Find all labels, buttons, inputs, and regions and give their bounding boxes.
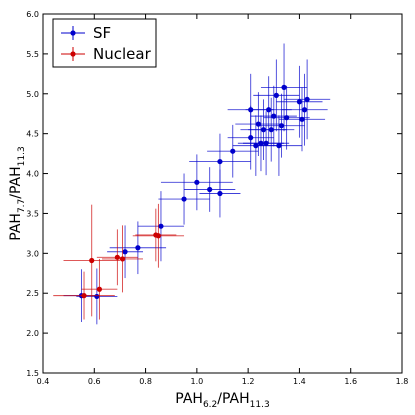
data-point [268, 127, 274, 133]
y-tick-label: 5.5 [26, 50, 39, 59]
data-point-group [253, 59, 300, 132]
y-tick-label: 5.0 [26, 90, 39, 99]
data-point [94, 293, 100, 300]
plot-frame [42, 13, 403, 374]
x-axis-label-sub2: 11.3 [250, 400, 270, 410]
x-tick-label: 1.2 [242, 377, 255, 386]
x-tick-label: 0.4 [37, 377, 50, 386]
legend-marker [70, 30, 76, 36]
data-point-group [184, 167, 236, 212]
data-point [281, 84, 287, 90]
x-axis-label: PAH6.2/PAH11.3 [175, 391, 269, 410]
data-point-group [81, 258, 118, 320]
data-point [217, 190, 223, 197]
data-point [135, 245, 141, 251]
data-point-group [189, 133, 251, 190]
x-tick-label: 0.6 [88, 377, 101, 386]
data-point [278, 123, 285, 129]
legend-box [52, 18, 157, 68]
data-point [304, 96, 310, 102]
data-point-group [284, 59, 331, 140]
data-point [207, 186, 213, 193]
data-point [158, 223, 164, 229]
data-point-group [132, 203, 185, 268]
data-point [273, 92, 279, 98]
y-tick-label: 3.0 [26, 249, 39, 258]
data-point [155, 233, 161, 239]
data-point [194, 179, 200, 185]
data-point [276, 143, 282, 149]
legend-item-nuclear: Nuclear [61, 45, 152, 63]
data-point-group [53, 271, 115, 320]
data-point-group [160, 154, 233, 211]
x-tick-label: 0.8 [139, 377, 152, 386]
data-point [266, 107, 272, 113]
data-point [230, 148, 236, 154]
series-nuclear [53, 203, 185, 320]
axis-ticks: 0.4 0.6 0.8 1.0 1.2 1.4 1.6 1.8 1.5 2.0 2.5 3.0 3.5 4… [26, 10, 408, 386]
data-point [89, 257, 95, 264]
x-tick-label: 1.8 [396, 377, 409, 386]
data-point [81, 293, 87, 299]
legend-label: SF [93, 24, 111, 42]
data-point-group [101, 225, 144, 293]
y-axis-label-sub1: 7.7 [17, 199, 27, 213]
legend-item-sf: SF [61, 24, 111, 42]
data-point-group [107, 225, 144, 279]
series-sf [63, 43, 331, 325]
data-marks [53, 43, 331, 325]
y-tick-label: 6.0 [26, 10, 39, 19]
data-point-group [258, 93, 305, 158]
data-point-group [281, 73, 328, 146]
data-point [181, 196, 187, 202]
data-point [263, 140, 269, 146]
y-axis-label-sub2: 11.3 [17, 146, 27, 166]
data-point-group [278, 87, 326, 152]
y-tick-label: 4.0 [26, 170, 39, 179]
data-point-group [276, 65, 323, 138]
legend: SF Nuclear [52, 18, 157, 68]
data-point-group [207, 124, 259, 178]
x-tick-label: 1.4 [293, 377, 306, 386]
y-axis-label-main: PAH [8, 213, 24, 241]
y-tick-label: 4.5 [26, 130, 39, 139]
data-point [122, 249, 128, 255]
x-axis-label-main: PAH [175, 391, 203, 407]
data-point-group [109, 221, 167, 275]
y-axis-label: PAH7.7/PAH11.3 [8, 146, 27, 240]
data-point-group [137, 191, 185, 262]
y-tick-label: 2.0 [26, 329, 39, 338]
data-point [299, 116, 305, 122]
data-point-group [199, 169, 241, 218]
data-point [253, 143, 259, 149]
data-point-group [63, 204, 120, 317]
x-tick-label: 1.0 [190, 377, 203, 386]
y-axis-label-sep: /PAH [8, 166, 24, 198]
y-tick-label: 1.5 [26, 369, 39, 378]
x-axis-label-sub1: 6.2 [203, 400, 217, 410]
data-point [301, 107, 308, 113]
x-tick-label: 1.6 [344, 377, 357, 386]
data-point [217, 158, 223, 165]
legend-label: Nuclear [93, 45, 152, 63]
data-point [296, 99, 303, 105]
x-axis-label-sep: /PAH [217, 391, 249, 407]
y-tick-label: 2.5 [26, 289, 39, 298]
legend-marker [70, 51, 76, 57]
y-tick-label: 3.5 [26, 209, 39, 218]
data-point [248, 135, 254, 141]
data-point [119, 256, 126, 262]
data-point [96, 286, 103, 292]
